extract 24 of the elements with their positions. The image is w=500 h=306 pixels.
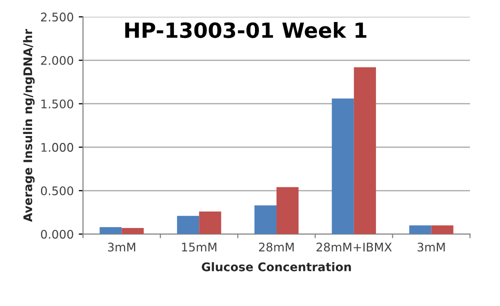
y-axis-title: Average Insulin ng/ngDNA/hr: [23, 29, 35, 222]
bar: [431, 225, 454, 234]
bar: [332, 98, 354, 234]
y-tick-label: 1.000: [41, 142, 74, 152]
bar: [354, 67, 376, 234]
y-tick-label: 2.500: [41, 12, 74, 22]
bar: [254, 205, 276, 234]
y-tick-label: 0.000: [40, 230, 74, 239]
bar: [122, 228, 144, 234]
x-tick-label: 28mM+IBMX: [316, 242, 392, 252]
x-tick-label: 28mM: [259, 242, 294, 252]
x-axis-title: Glucose Concentration: [202, 262, 351, 272]
x-tick-label: 15mM: [182, 242, 216, 252]
chart-title: HP-13003-01 Week 1: [125, 22, 366, 38]
y-tick-label: 0.500: [40, 186, 74, 196]
bar: [199, 211, 222, 234]
bar: [276, 187, 299, 234]
y-tick-label: 1.500: [41, 99, 74, 108]
bar: [100, 227, 122, 234]
y-tick-label: 2.000: [41, 56, 74, 65]
x-tick-label: 3mM: [108, 242, 136, 252]
bar: [177, 216, 200, 234]
x-tick-label: 3mM: [418, 242, 445, 252]
bar: [409, 225, 432, 234]
